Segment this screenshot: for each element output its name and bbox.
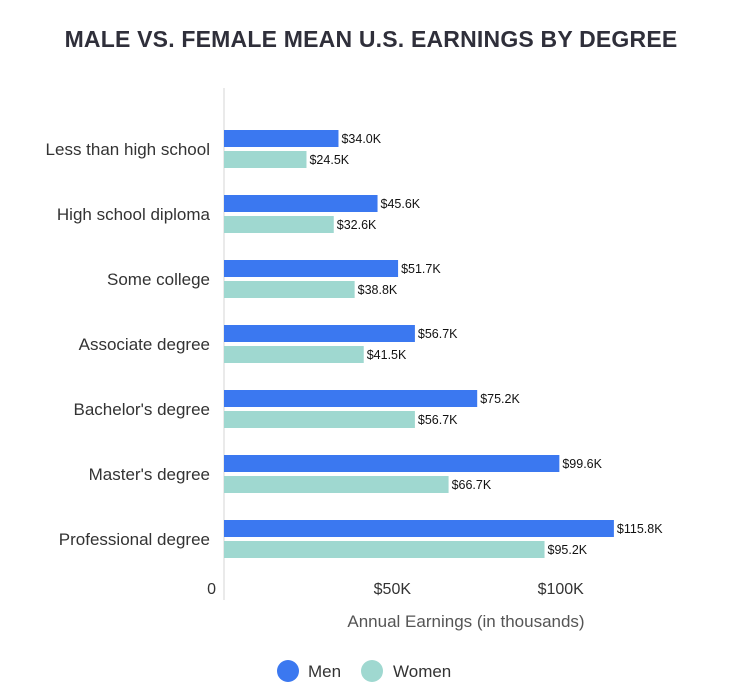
- data-label: $75.2K: [480, 392, 520, 406]
- bar-women: [224, 151, 307, 168]
- bar-men: [224, 455, 560, 472]
- chart-title: MALE VS. FEMALE MEAN U.S. EARNINGS BY DE…: [65, 26, 678, 52]
- bar-women: [224, 411, 415, 428]
- bar-men: [224, 390, 478, 407]
- x-tick-label: $100K: [538, 581, 585, 598]
- data-label: $99.6K: [562, 457, 602, 471]
- data-label: $24.5K: [309, 153, 349, 167]
- data-label: $66.7K: [452, 478, 492, 492]
- data-label: $56.7K: [418, 327, 458, 341]
- category-label: Bachelor's degree: [74, 400, 211, 419]
- data-label: $45.6K: [381, 197, 421, 211]
- legend: Men Women: [277, 660, 451, 682]
- data-label: $115.8K: [617, 522, 663, 536]
- category-label: Less than high school: [46, 140, 210, 159]
- bar-men: [224, 260, 399, 277]
- legend-label-women: Women: [393, 662, 451, 681]
- bar-men: [224, 325, 415, 342]
- data-label: $56.7K: [418, 413, 458, 427]
- bar-women: [224, 346, 364, 363]
- legend-label-men: Men: [308, 662, 341, 681]
- category-label: Associate degree: [79, 335, 210, 354]
- category-label: Some college: [107, 270, 210, 289]
- data-label: $95.2K: [548, 543, 588, 557]
- x-tick-label: 0: [207, 581, 216, 598]
- plot-area: Less than high school $34.0K $24.5K High sc…: [46, 88, 663, 600]
- category-label: High school diploma: [57, 205, 211, 224]
- legend-marker-men: [277, 660, 299, 682]
- data-label: $34.0K: [341, 132, 381, 146]
- bar-men: [224, 195, 378, 212]
- data-label: $38.8K: [358, 283, 398, 297]
- data-label: $41.5K: [367, 348, 407, 362]
- bar-women: [224, 541, 545, 558]
- bar-women: [224, 476, 449, 493]
- bar-men: [224, 130, 339, 147]
- legend-marker-women: [361, 660, 383, 682]
- x-tick-label: $50K: [374, 581, 412, 598]
- data-label: $32.6K: [337, 218, 377, 232]
- bar-women: [224, 216, 334, 233]
- category-label: Master's degree: [89, 465, 210, 484]
- data-label: $51.7K: [401, 262, 441, 276]
- bar-men: [224, 520, 614, 537]
- bar-women: [224, 281, 355, 298]
- x-axis-label: Annual Earnings (in thousands): [347, 612, 584, 631]
- category-label: Professional degree: [59, 530, 210, 549]
